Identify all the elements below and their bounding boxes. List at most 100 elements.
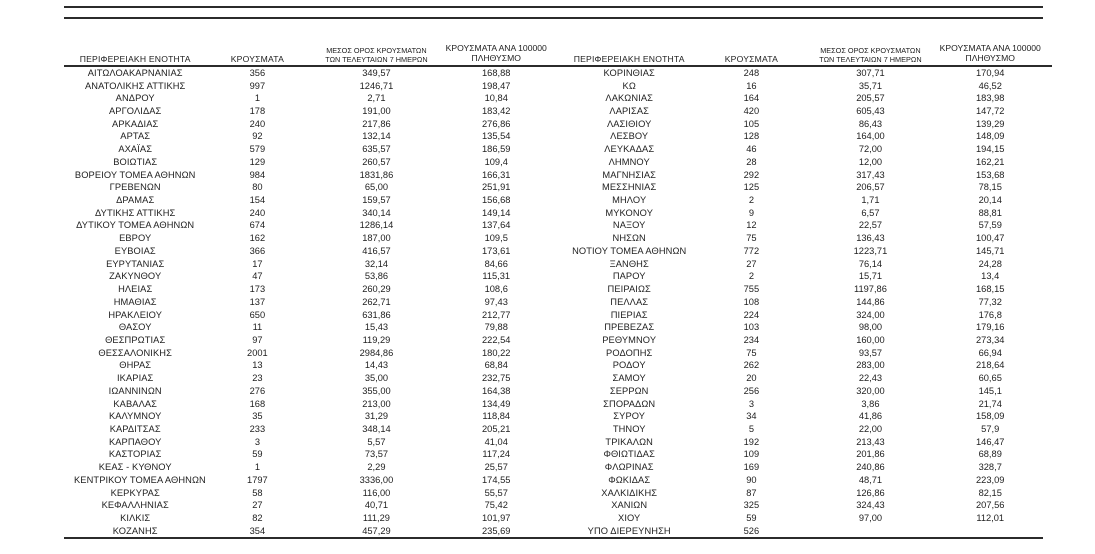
top-rule-upper (64, 6, 1043, 8)
cell-per100k: 97,43 (484, 296, 508, 307)
cell-cases: 13 (252, 360, 263, 371)
cell-region: ΛΑΡΙΣΑΣ (609, 106, 649, 117)
cell-avg7: 14,43 (364, 360, 389, 371)
cell-per100k: 88,81 (978, 207, 1002, 218)
cell-cases: 80 (252, 182, 263, 193)
cell-avg7: 93,57 (858, 347, 883, 358)
table-row: ΠΕΙΡΑΙΩΣ 755 1197,86 168,15 (558, 283, 1052, 296)
cell-per100k: 166,31 (482, 169, 511, 180)
table-row: ΜΕΣΣΗΝΙΑΣ 125 206,57 78,15 (558, 181, 1052, 194)
cell-per100k: 57,59 (978, 220, 1002, 231)
cell-per100k: 79,88 (484, 322, 508, 333)
table-row: ΜΗΛΟΥ 2 1,71 20,14 (558, 194, 1052, 207)
cell-region: ΝΗΣΩΝ (612, 233, 646, 244)
cell-per100k: 66,94 (978, 347, 1002, 358)
cell-per100k: 145,71 (976, 245, 1005, 256)
cell-cases: 92 (252, 131, 263, 142)
cell-per100k: 328,7 (978, 462, 1002, 473)
cell-cases: 129 (249, 156, 266, 167)
cell-avg7: 40,71 (364, 500, 389, 511)
cell-avg7: 340,14 (362, 207, 391, 218)
cell-cases: 87 (746, 487, 757, 498)
cell-per100k: 75,42 (484, 500, 508, 511)
cell-per100k: 77,32 (978, 296, 1002, 307)
cell-cases: 233 (249, 423, 266, 434)
cell-per100k: 162,21 (976, 156, 1005, 167)
table-row: ΚΑΣΤΟΡΙΑΣ 59 73,57 117,24 (64, 449, 558, 462)
cell-region: ΚΙΛΚΙΣ (120, 513, 151, 524)
cell-avg7: 283,00 (856, 360, 885, 371)
cell-per100k: 212,77 (482, 309, 511, 320)
table-row: ΙΚΑΡΙΑΣ 23 35,00 232,75 (64, 372, 558, 385)
cell-per100k: 109,5 (484, 233, 508, 244)
cell-region: ΣΕΡΡΩΝ (609, 385, 649, 396)
table-row: ΦΛΩΡΙΝΑΣ 169 240,86 328,7 (558, 461, 1052, 474)
table-header-right-half: ΠΕΡΙΦΕΡΕΙΑΚΗ ΕΝΟΤΗΤΑ ΚΡΟΥΣΜΑΤΑ ΜΕΣΟΣ ΟΡΟ… (558, 36, 1052, 65)
cell-avg7: 1286,14 (359, 220, 394, 231)
cell-avg7: 348,14 (362, 423, 391, 434)
cell-cases: 59 (252, 449, 263, 460)
cell-cases: 154 (249, 195, 266, 206)
cell-region: ΑΡΓΟΛΙΔΑΣ (108, 106, 162, 117)
cell-avg7: 1197,86 (853, 284, 887, 295)
cell-per100k: 222,54 (482, 334, 511, 345)
table-row: ΑΡΚΑΔΙΑΣ 240 217,86 276,86 (64, 118, 558, 131)
cell-avg7: 631,86 (362, 309, 391, 320)
cell-cases: 650 (249, 309, 266, 320)
cell-region: ΗΛΕΙΑΣ (118, 284, 153, 295)
table-row: ΜΥΚΟΝΟΥ 9 6,57 88,81 (558, 207, 1052, 220)
table-row: ΥΠΟ ΔΙΕΡΕΥΝΗΣΗ 526 (558, 525, 1052, 538)
cell-cases: 9 (748, 207, 754, 218)
cell-avg7: 416,57 (362, 245, 391, 256)
cell-cases: 105 (743, 118, 760, 129)
cell-per100k: 135,54 (482, 131, 511, 142)
cell-avg7: 240,86 (856, 462, 885, 473)
table-row: ΝΗΣΩΝ 75 136,43 100,47 (558, 232, 1052, 245)
cell-cases: 5 (748, 423, 754, 434)
cell-per100k: 68,89 (978, 449, 1002, 460)
cell-per100k: 57,9 (981, 423, 1000, 434)
cell-region: ΙΚΑΡΙΑΣ (116, 373, 154, 384)
cell-region: ΧΑΝΙΩΝ (611, 500, 648, 511)
cell-cases: 34 (746, 411, 757, 422)
cell-avg7: 260,29 (362, 284, 391, 295)
cell-per100k: 235,69 (482, 525, 511, 536)
cell-region: ΔΥΤΙΚΟΥ ΤΟΜΕΑ ΑΘΗΝΩΝ (76, 220, 195, 231)
cell-cases: 276 (249, 385, 266, 396)
cell-per100k: 223,09 (976, 474, 1005, 485)
cell-avg7: 1246,71 (359, 80, 394, 91)
header-per100k: ΚΡΟΥΣΜΑΤΑ ΑΝΑ 100000 ΠΛΗΘΥΣΜΟ (928, 44, 1052, 64)
cell-cases: 292 (743, 169, 760, 180)
cell-per100k: 251,91 (482, 182, 511, 193)
cell-cases: 137 (249, 296, 266, 307)
cell-avg7: 144,86 (856, 296, 885, 307)
table-row: ΚΑΛΥΜΝΟΥ 35 31,29 118,84 (64, 410, 558, 423)
cell-per100k: 78,15 (978, 182, 1002, 193)
table-row: ΣΕΡΡΩΝ 256 320,00 145,1 (558, 385, 1052, 398)
cell-avg7: 1223,71 (853, 245, 888, 256)
cell-avg7: 320,00 (856, 385, 885, 396)
cell-avg7: 262,71 (362, 296, 391, 307)
header-avg7-line1: ΜΕΣΟΣ ΟΡΟΣ ΚΡΟΥΣΜΑΤΩΝ (820, 46, 921, 56)
cell-avg7: 136,43 (856, 233, 885, 244)
cell-cases: 46 (746, 144, 757, 155)
table-row: ΚΕΑΣ - ΚΥΘΝΟΥ 1 2,29 25,57 (64, 461, 558, 474)
table-row: ΑΝΔΡΟΥ 1 2,71 10,84 (64, 92, 558, 105)
cell-per100k: 207,56 (976, 500, 1005, 511)
cell-per100k: 20,14 (978, 195, 1002, 206)
regional-cases-table: ΠΕΡΙΦΕΡΕΙΑΚΗ ΕΝΟΤΗΤΑ ΚΡΟΥΣΜΑΤΑ ΜΕΣΟΣ ΟΡΟ… (64, 36, 1052, 538)
cell-cases: 169 (743, 462, 760, 473)
table-row: ΗΛΕΙΑΣ 173 260,29 108,6 (64, 283, 558, 296)
cell-per100k: 100,47 (976, 233, 1005, 244)
cell-cases: 82 (252, 513, 263, 524)
table-row: ΖΑΚΥΝΘΟΥ 47 53,86 115,31 (64, 271, 558, 284)
cell-region: ΣΠΟΡΑΔΩΝ (603, 398, 656, 409)
cell-avg7: 307,71 (856, 67, 885, 78)
cell-region: ΜΑΓΝΗΣΙΑΣ (602, 169, 657, 180)
cell-per100k: 183,42 (482, 106, 511, 117)
table-row: ΚΟΡΙΝΘΙΑΣ 248 307,71 170,94 (558, 67, 1052, 80)
cell-region: ΧΙΟΥ (618, 513, 641, 524)
table-row: ΒΟΡΕΙΟΥ ΤΟΜΕΑ ΑΘΗΝΩΝ 984 1831,86 166,31 (64, 169, 558, 182)
cell-avg7: 213,00 (362, 398, 391, 409)
cell-region: ΘΑΣΟΥ (118, 322, 152, 333)
